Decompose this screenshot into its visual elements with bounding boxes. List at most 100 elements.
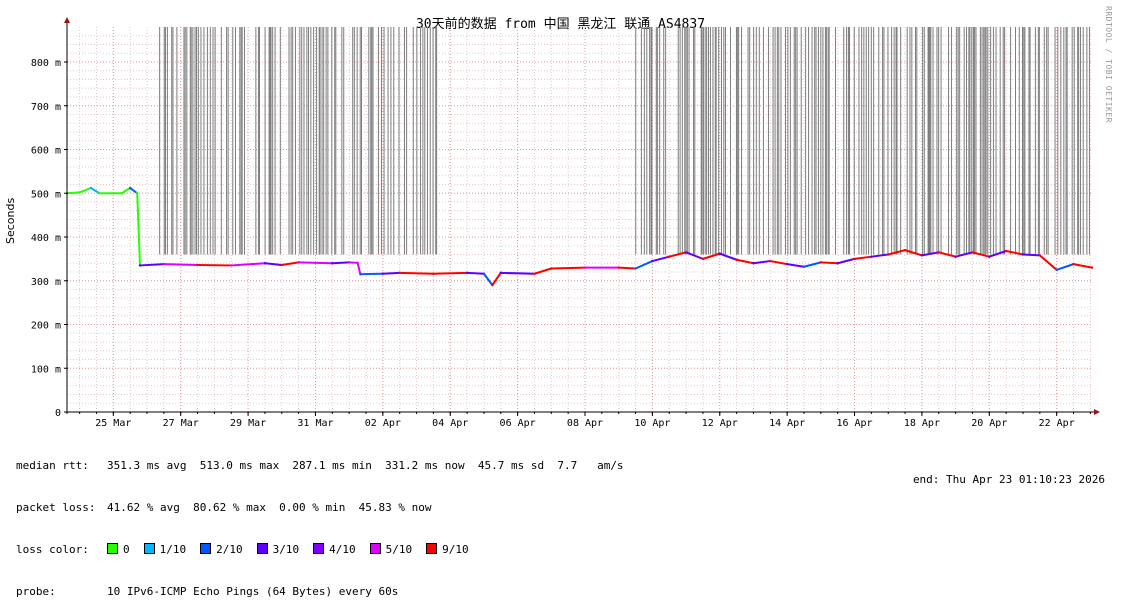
median-rtt-point	[1091, 266, 1093, 268]
median-rtt-point	[971, 251, 973, 253]
probe-row: probe:10 IPv6-ICMP Echo Pings (64 Bytes)…	[16, 585, 624, 599]
median-rtt-point	[121, 192, 123, 194]
axes	[64, 17, 1100, 416]
median-rtt-segment	[164, 264, 198, 265]
median-rtt-segment	[137, 193, 140, 265]
median-rtt-segment	[130, 188, 137, 193]
median-rtt-point	[129, 187, 131, 189]
median-rtt-point	[803, 266, 805, 268]
median-rtt-point	[264, 262, 266, 264]
median-rtt-segment	[400, 273, 434, 274]
loss-color-swatch	[370, 543, 381, 554]
median-rtt-point	[836, 262, 838, 264]
median-rtt-point	[297, 261, 299, 263]
loss-color-swatch	[144, 543, 155, 554]
median-rtt-point	[853, 258, 855, 260]
median-rtt-segment	[821, 262, 838, 263]
x-tick-label: 20 Apr	[971, 418, 1007, 429]
x-tick-label: 14 Apr	[769, 418, 805, 429]
median-rtt-point	[466, 272, 468, 274]
median-rtt-segment	[231, 263, 265, 265]
loss-color-swatch	[426, 543, 437, 554]
median-rtt-segment	[636, 261, 653, 268]
median-rtt-point	[870, 255, 872, 257]
median-rtt-segment	[871, 255, 888, 257]
median-rtt-values: 351.3 ms avg 513.0 ms max 287.1 ms min 3…	[107, 459, 624, 472]
loss-color-label: loss color:	[16, 543, 107, 557]
median-rtt-point	[719, 252, 721, 254]
median-rtt-segment	[1074, 264, 1092, 268]
y-tick-label: 400 m	[31, 233, 61, 244]
median-rtt-point	[769, 260, 771, 262]
median-rtt-point	[1055, 269, 1057, 271]
y-tick-label: 700 m	[31, 102, 61, 113]
median-rtt-segment	[838, 259, 855, 263]
x-tick-label: 31 Mar	[297, 418, 333, 429]
median-rtt-point	[163, 263, 165, 265]
median-rtt-point	[988, 255, 990, 257]
x-tick-label: 27 Mar	[163, 418, 199, 429]
median-rtt-point	[1072, 263, 1074, 265]
x-tick-label: 04 Apr	[432, 418, 468, 429]
median-rtt-point	[331, 262, 333, 264]
x-tick-label: 25 Mar	[95, 418, 131, 429]
loss-color-item-label: 0	[123, 543, 130, 556]
loss-color-item-label: 3/10	[273, 543, 300, 556]
median-rtt-segment	[140, 264, 164, 265]
loss-color-swatch	[200, 543, 211, 554]
loss-color-item-label: 2/10	[216, 543, 243, 556]
median-rtt-segment	[669, 252, 686, 256]
x-tick-label: 22 Apr	[1039, 418, 1075, 429]
median-rtt-point	[887, 253, 889, 255]
x-tick-label: 18 Apr	[904, 418, 940, 429]
median-rtt-segment	[80, 188, 91, 192]
median-rtt-segment	[433, 273, 467, 274]
median-rtt-point	[90, 187, 92, 189]
loss-color-item-label: 4/10	[329, 543, 356, 556]
median-rtt-segment	[1006, 251, 1023, 255]
y-tick-label: 300 m	[31, 277, 61, 288]
median-rtt-segment	[1023, 255, 1040, 256]
median-rtt-segment	[804, 262, 821, 266]
median-rtt-point	[491, 284, 493, 286]
median-rtt-segment	[534, 269, 551, 274]
loss-color-item: 5/10	[370, 543, 413, 556]
median-rtt-point	[139, 264, 141, 266]
x-axis-arrow	[1094, 409, 1100, 415]
median-rtt-point	[820, 261, 822, 263]
median-rtt-segment	[282, 262, 299, 265]
median-rtt-row: median rtt:351.3 ms avg 513.0 ms max 287…	[16, 459, 624, 473]
median-rtt-point	[348, 261, 350, 263]
loss-color-swatch	[257, 543, 268, 554]
median-rtt-point	[668, 255, 670, 257]
loss-color-item: 9/10	[426, 543, 469, 556]
loss-color-item-label: 9/10	[442, 543, 469, 556]
end-timestamp: end: Thu Apr 23 01:10:23 2026	[913, 473, 1105, 486]
median-rtt-segment	[652, 257, 669, 261]
median-rtt-point	[382, 273, 384, 275]
median-rtt-point	[634, 267, 636, 269]
median-rtt-point	[617, 266, 619, 268]
packet-loss-row: packet loss:41.62 % avg 80.62 % max 0.00…	[16, 501, 624, 515]
x-tick-label: 16 Apr	[836, 418, 872, 429]
x-tick-label: 06 Apr	[500, 418, 536, 429]
packet-loss-values: 41.62 % avg 80.62 % max 0.00 % min 45.83…	[107, 501, 432, 514]
median-rtt-segment	[332, 262, 349, 263]
median-rtt-point	[196, 264, 198, 266]
y-tick-label: 100 m	[31, 364, 61, 375]
median-rtt-point	[136, 192, 138, 194]
x-tick-label: 12 Apr	[702, 418, 738, 429]
median-rtt-point	[356, 262, 358, 264]
x-tick-label: 29 Mar	[230, 418, 266, 429]
median-rtt-point	[281, 264, 283, 266]
loss-color-item: 2/10	[200, 543, 243, 556]
median-rtt-point	[735, 259, 737, 261]
y-tick-label: 200 m	[31, 321, 61, 332]
packet-loss-label: packet loss:	[16, 501, 107, 515]
median-rtt-point	[533, 273, 535, 275]
loss-color-item: 4/10	[313, 543, 356, 556]
median-rtt-segment	[501, 273, 535, 274]
median-rtt-segment	[1057, 264, 1074, 270]
median-rtt-point	[98, 192, 100, 194]
